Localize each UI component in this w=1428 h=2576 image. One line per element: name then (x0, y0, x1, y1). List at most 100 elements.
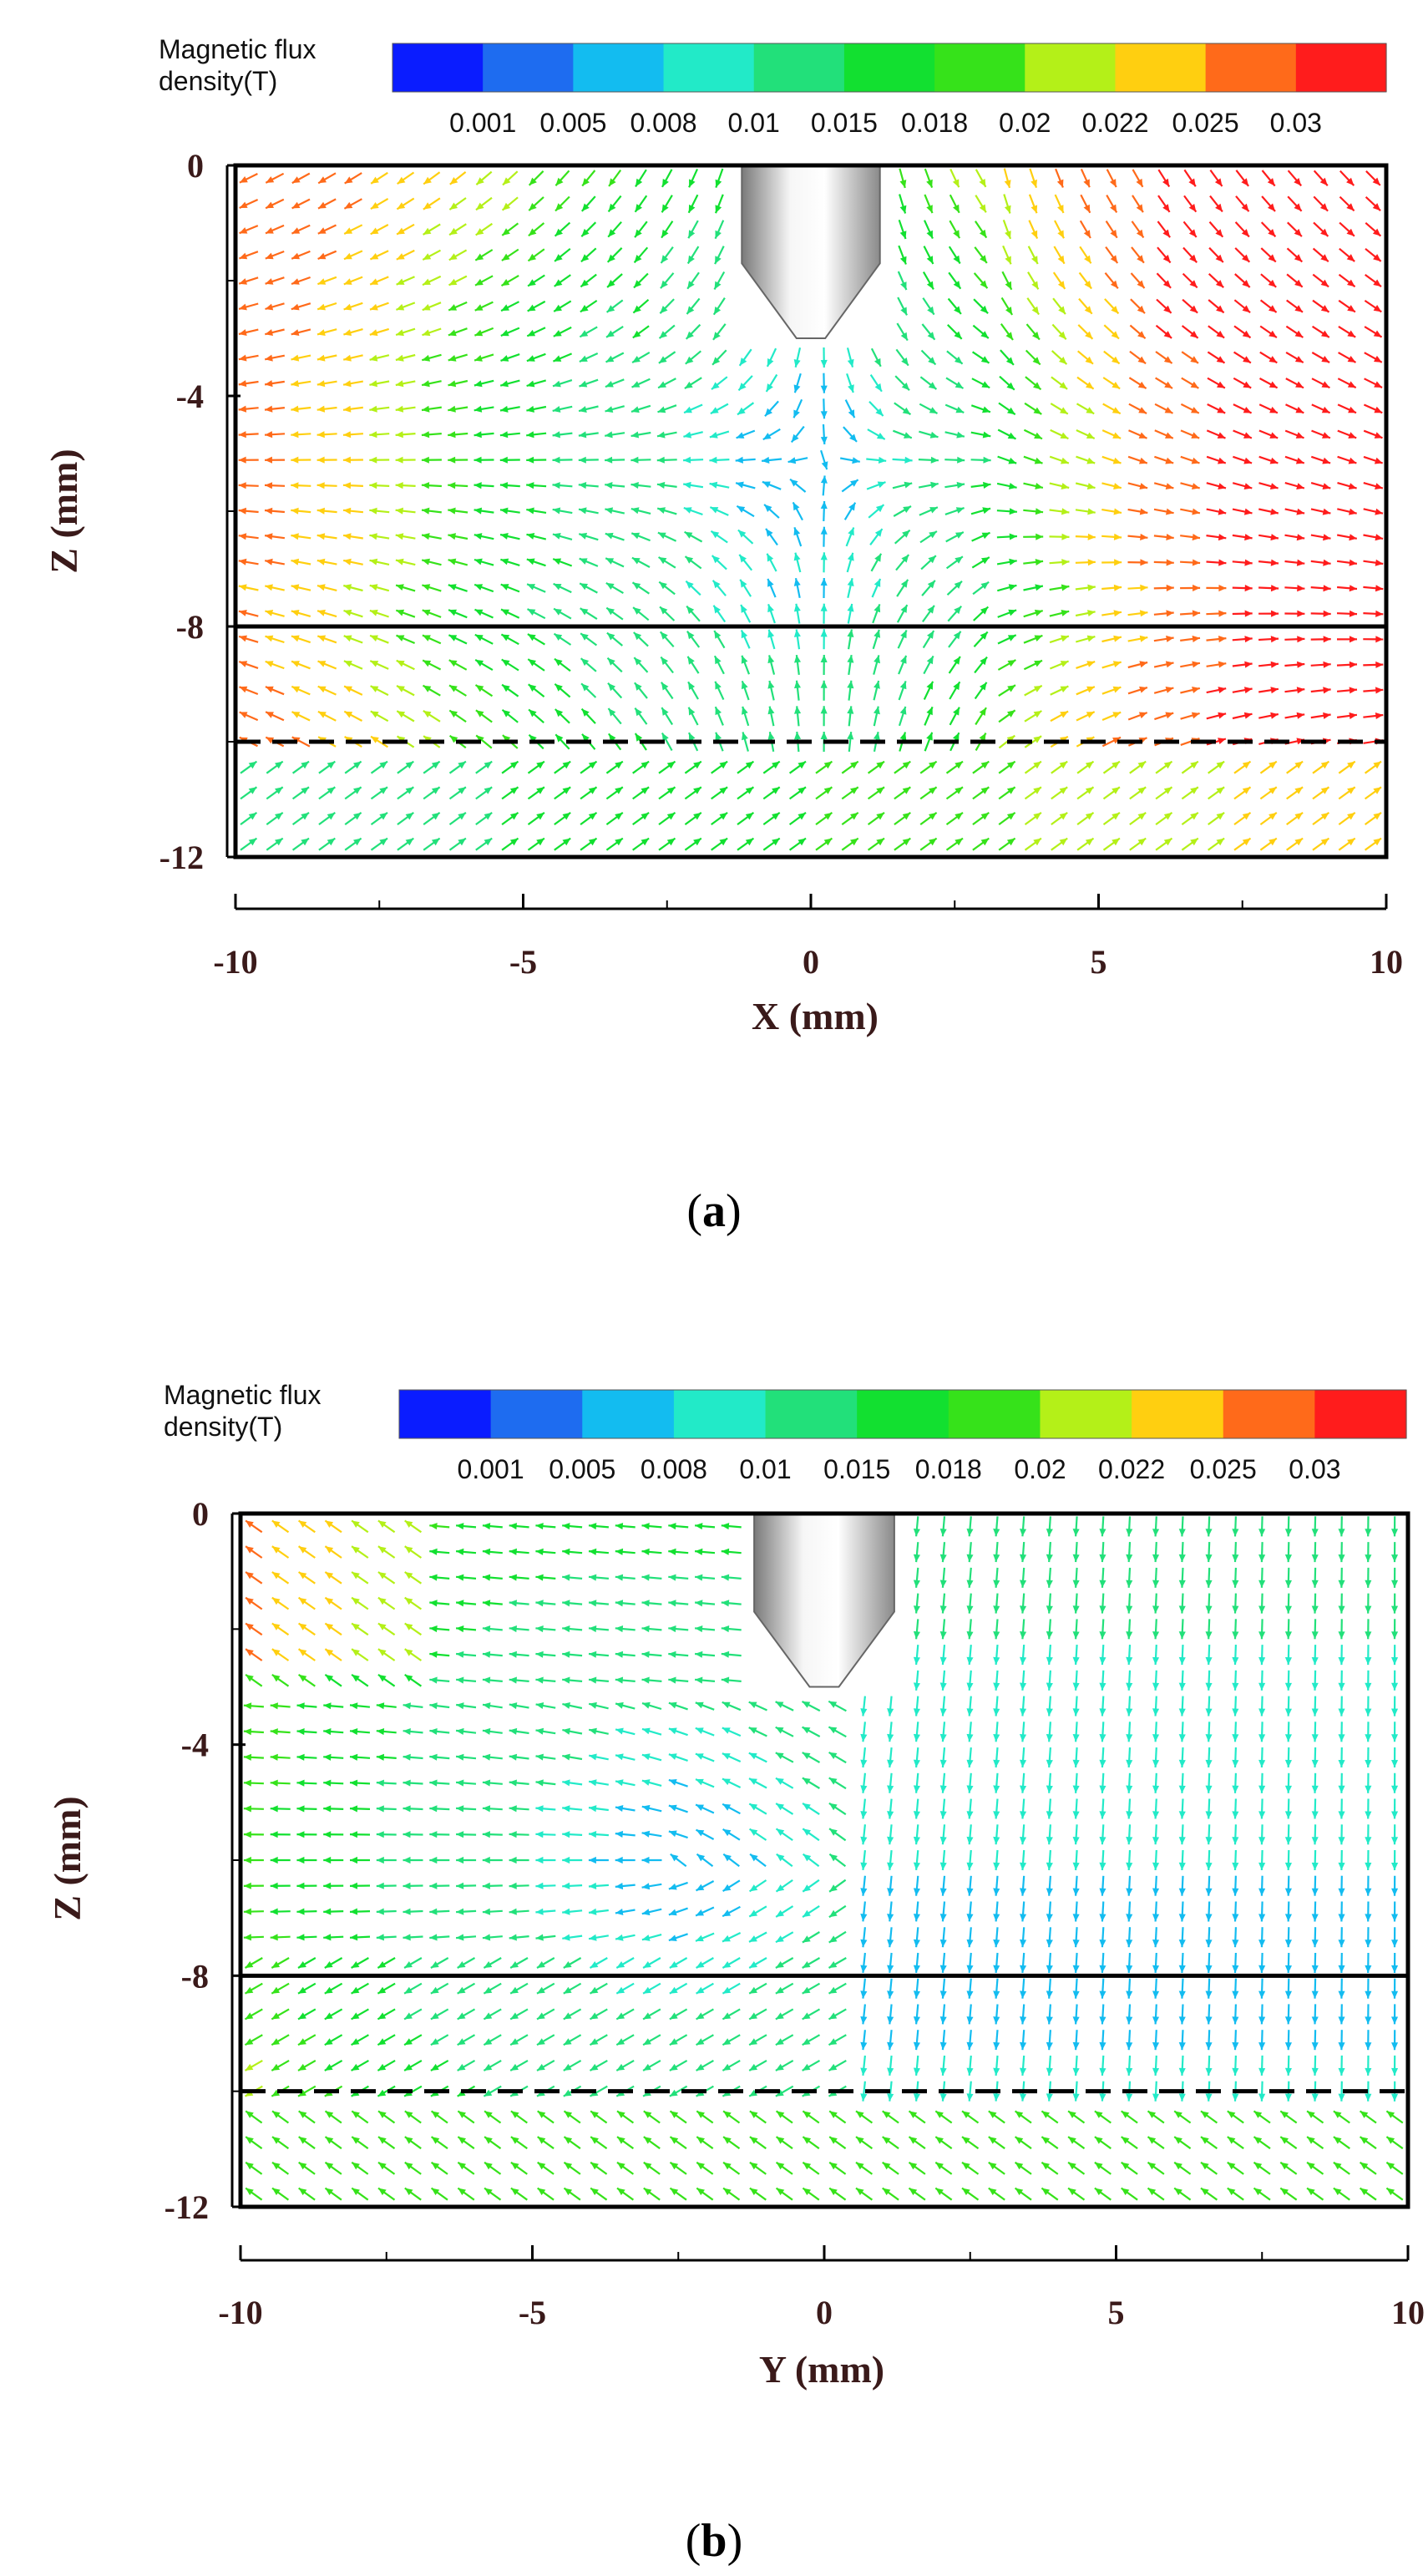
vector-arrow (404, 1596, 423, 1610)
vector-arrow (239, 225, 259, 235)
vector-arrow-head (1349, 559, 1357, 566)
vector-arrow (641, 1574, 662, 1581)
vector-arrow (448, 353, 468, 362)
vector-arrow (500, 327, 520, 337)
vector-arrow (993, 1645, 1000, 1666)
vector-arrow (473, 431, 494, 439)
vector-arrow (448, 405, 468, 413)
vector-arrow-head (589, 1701, 597, 1709)
vector-arrow-head (823, 812, 833, 820)
vector-arrow-head (903, 506, 911, 513)
legend-b: Magnetic flux density(T) 0.001 0.005 0.008… (164, 1380, 1407, 1484)
vector-arrow (535, 1727, 556, 1735)
vector-arrow (526, 482, 547, 489)
vector-arrow (1153, 508, 1174, 515)
vector-arrow (376, 1805, 397, 1813)
vector-arrow-head (1136, 178, 1143, 187)
vector-arrow (820, 373, 828, 393)
vector-arrow (913, 1542, 920, 1563)
vector-arrow (828, 1802, 847, 1816)
panel-label-a-close: ) (726, 1185, 742, 1237)
vector-arrow-head (448, 533, 456, 540)
vector-arrow-head (1216, 812, 1225, 820)
vector-arrow-head (500, 584, 509, 591)
vector-arrow (264, 533, 286, 540)
vector-arrow-head (1112, 432, 1122, 439)
vector-arrow-head (431, 838, 440, 846)
vector-arrow (580, 247, 597, 263)
vector-arrow-head (687, 281, 695, 289)
vector-arrow (245, 1545, 263, 1559)
colorbar-b-segment (582, 1390, 675, 1438)
vector-arrow-head (317, 329, 326, 336)
vector-arrow (794, 680, 801, 701)
vector-arrow-head (1189, 305, 1198, 313)
vector-arrow (686, 631, 701, 648)
vector-arrow-head (1294, 787, 1304, 794)
vector-arrow-head (1391, 1811, 1399, 1819)
vector-arrow-head (1391, 1760, 1399, 1767)
vector-arrow-head (1072, 1734, 1080, 1742)
vector-arrow (316, 507, 337, 515)
vector-arrow (396, 710, 415, 723)
vector-arrow (1155, 837, 1173, 851)
vector-arrow-head (642, 1701, 651, 1709)
vector-arrow-head (1087, 508, 1096, 515)
vector-arrow (578, 482, 599, 489)
vector-arrow-head (635, 707, 642, 717)
vector-arrow-head (606, 305, 615, 312)
vector-arrow (1155, 351, 1173, 364)
vector-arrow-head (404, 1520, 413, 1528)
vector-arrow-head (1139, 686, 1147, 693)
vector-arrow-head (1087, 610, 1096, 616)
vector-arrow (737, 529, 754, 545)
vector-arrow-head (1268, 812, 1277, 820)
vector-arrow (377, 1545, 396, 1559)
vector-arrow (721, 1625, 742, 1633)
vector-arrow (323, 1805, 344, 1813)
vector-arrow (632, 325, 650, 339)
vector-arrow (474, 658, 494, 672)
vector-arrow-head (657, 406, 666, 413)
vector-arrow-head (554, 304, 562, 312)
vector-arrow (369, 584, 390, 592)
vector-arrow (1075, 584, 1096, 591)
vector-arrow-head (238, 507, 246, 515)
vector-arrow (1365, 1593, 1372, 1614)
vector-arrow (554, 682, 571, 698)
vector-arrow-head (630, 456, 639, 464)
vector-arrow-head (449, 735, 458, 743)
vector-arrow-head (509, 1651, 517, 1658)
vector-arrow-head (327, 838, 336, 846)
vector-arrow (1072, 1722, 1080, 1742)
vector-arrow-head (1087, 584, 1096, 591)
vector-arrow-head (980, 761, 990, 769)
vector-arrow (1050, 710, 1069, 723)
vector-arrow-head (1322, 432, 1330, 439)
vector-arrow (1285, 378, 1304, 389)
vector-arrow-head (296, 1805, 305, 1813)
vector-arrow-head (993, 1682, 1000, 1691)
vector-arrow (966, 1722, 974, 1742)
vector-arrow-head (1178, 1656, 1186, 1666)
vector-arrow-head (1321, 356, 1330, 363)
colorbar-a-tick-label: 0.005 (539, 108, 606, 138)
vector-arrow (271, 1519, 290, 1534)
colorbar-b-tick-label: 0.02 (1014, 1454, 1066, 1484)
vector-arrow-head (955, 838, 963, 846)
vector-arrow-head (1086, 686, 1095, 693)
vector-arrow (588, 1625, 609, 1633)
vector-arrow-head (1268, 229, 1276, 237)
colorbar-b-tick-label: 0.022 (1098, 1454, 1165, 1484)
vector-arrow (949, 220, 961, 239)
vector-arrow-head (668, 1651, 676, 1658)
vector-arrow-head (316, 533, 326, 540)
vector-arrow-head (1346, 177, 1355, 186)
vector-arrow (802, 1777, 820, 1789)
vector-arrow (972, 786, 990, 800)
vector-arrow (1126, 1542, 1133, 1563)
vector-arrow (1363, 610, 1384, 617)
vector-arrow-head (1320, 279, 1329, 287)
vector-arrow (395, 609, 416, 618)
vector-arrow (615, 1651, 636, 1658)
